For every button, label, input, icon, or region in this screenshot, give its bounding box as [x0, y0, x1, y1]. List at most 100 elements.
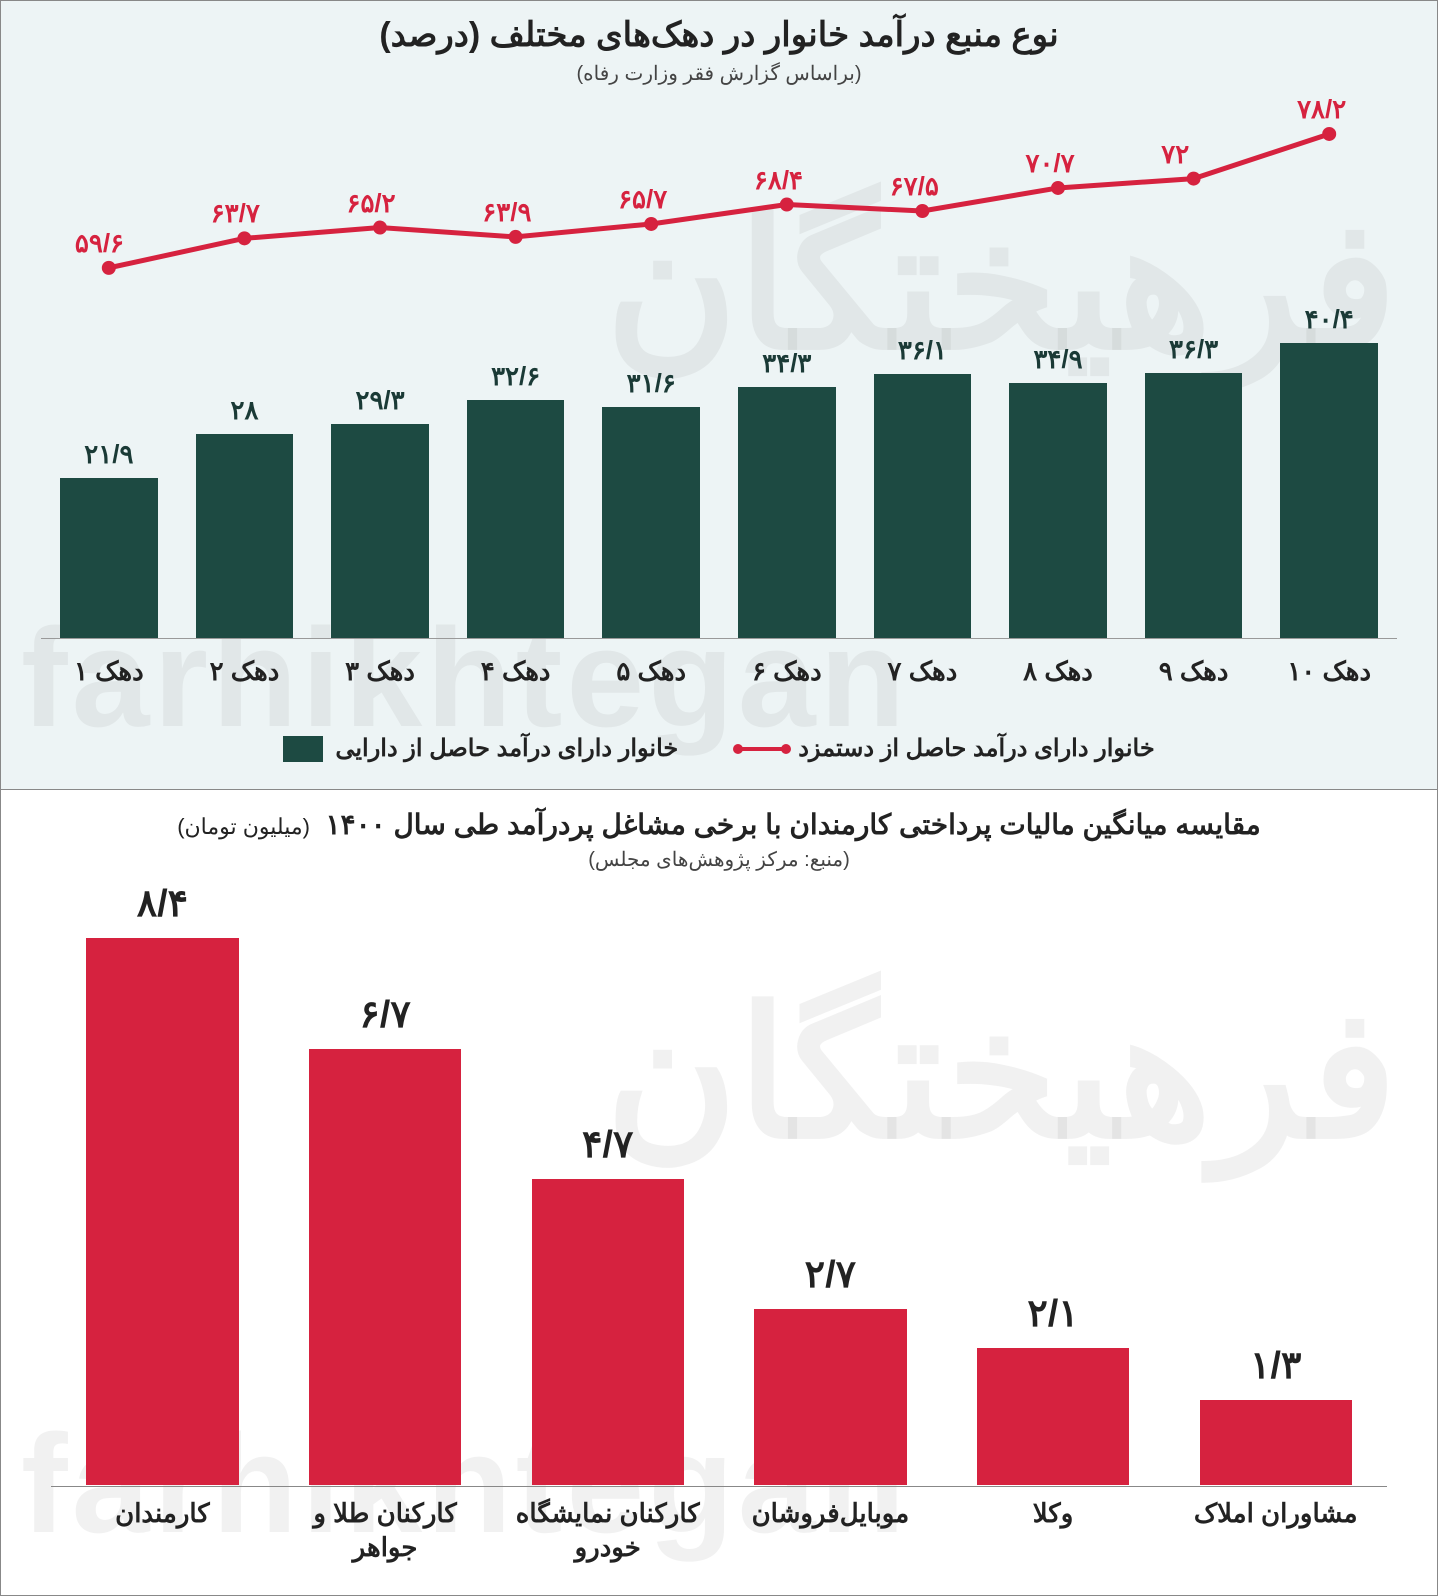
legend-bar: خانوار دارای درآمد حاصل از دارایی	[283, 734, 678, 763]
chart1-line-marker	[1051, 181, 1065, 195]
chart1-line-label: ۶۷/۵	[890, 171, 939, 202]
chart1-bar-label: ۳۱/۶	[627, 368, 676, 399]
chart1-bar-label: ۲۸	[230, 395, 258, 426]
chart1-line-marker	[1187, 172, 1201, 186]
chart1-subtitle: (براساس گزارش فقر وزارت رفاه)	[1, 61, 1437, 86]
chart1-panel: فرهیختگان farhikhtegan نوع منبع درآمد خا…	[0, 0, 1438, 790]
chart2-bars: ۸/۴۶/۷۴/۷۲/۷۲/۱۱/۳	[51, 900, 1387, 1485]
chart1-line-marker	[644, 217, 658, 231]
chart1-xlabel: دهک ۶	[726, 656, 848, 687]
chart1-bar-rect	[467, 400, 565, 639]
chart1-line-label: ۶۳/۷	[211, 198, 260, 229]
chart1-line-label: ۶۵/۷	[618, 184, 667, 215]
chart1-xlabel: دهک ۷	[861, 656, 983, 687]
chart1-line-marker	[780, 198, 794, 212]
chart2-xlabel: وکلا	[953, 1497, 1153, 1565]
chart1-xlabel: دهک ۱۰	[1268, 656, 1390, 687]
chart1-bar: ۳۴/۳	[726, 309, 848, 639]
chart2-bar-rect	[754, 1309, 906, 1485]
chart2-bar-rect	[977, 1348, 1129, 1485]
chart2-panel: فرهیختگان farhikhtegan مقایسه میانگین ما…	[0, 790, 1438, 1596]
chart1-axis	[41, 638, 1397, 639]
chart2-xlabel: موبایل‌فروشان	[730, 1497, 930, 1565]
chart1-bar-label: ۳۶/۳	[1169, 334, 1218, 365]
chart1-bars: ۲۱/۹ ۲۸ ۲۹/۳ ۳۲/۶ ۳۱/۶ ۳۴/۳ ۳۶/۱ ۳۴/۹ ۳۶/۳ ۴۰/۴	[41, 309, 1397, 639]
chart1-bar-label: ۲۹/۳	[355, 385, 404, 416]
chart2-xlabel: مشاوران املاک	[1175, 1497, 1375, 1565]
chart2-xlabel: کارکنان طلا و جواهر	[285, 1497, 485, 1565]
chart1-line-marker	[509, 230, 523, 244]
legend-line-swatch	[738, 747, 786, 751]
chart1-line-marker	[373, 221, 387, 235]
chart1-line-label: ۷۲	[1161, 139, 1189, 170]
chart1-line-marker	[237, 231, 251, 245]
chart2-bar-rect	[309, 1049, 461, 1485]
chart2-subtitle: (منبع: مرکز پژوهش‌های مجلس)	[1, 847, 1437, 872]
chart1-bar-rect	[60, 478, 158, 639]
chart1-bar: ۲۸	[183, 309, 305, 639]
chart1-bar-rect	[1280, 343, 1378, 639]
chart1-bar: ۳۴/۹	[997, 309, 1119, 639]
chart1-bar: ۳۶/۱	[861, 309, 983, 639]
chart1-bar-label: ۳۶/۱	[898, 335, 947, 366]
chart1-bar: ۳۲/۶	[455, 309, 577, 639]
legend-bar-label: خانوار دارای درآمد حاصل از دارایی	[335, 734, 678, 763]
chart2-xlabels: کارمندان کارکنان طلا و جواهر کارکنان نمایش…	[51, 1497, 1387, 1565]
chart1-xlabel: دهک ۲	[183, 656, 305, 687]
chart1-xlabel: دهک ۳	[319, 656, 441, 687]
chart2-title-main: مقایسه میانگین مالیات پرداختی کارمندان ب…	[326, 809, 1261, 840]
chart1-bar-label: ۳۴/۳	[762, 348, 811, 379]
chart1-xlabel: دهک ۹	[1133, 656, 1255, 687]
chart1-bar-rect	[331, 424, 429, 639]
chart2-bar: ۱/۳	[1175, 1343, 1375, 1485]
chart1-bar: ۳۱/۶	[590, 309, 712, 639]
chart1-line-label: ۶۵/۲	[347, 188, 396, 219]
chart1-bar-rect	[1009, 383, 1107, 639]
chart1-bar-rect	[738, 387, 836, 639]
chart2-bar-label: ۲/۱	[1027, 1291, 1078, 1336]
chart2-bar-label: ۱/۳	[1250, 1343, 1301, 1388]
legend-line-label: خانوار دارای درآمد حاصل از دستمزد	[798, 734, 1154, 763]
chart1-line-marker	[1322, 127, 1336, 141]
chart2-axis	[51, 1486, 1387, 1487]
legend-bar-swatch	[283, 736, 323, 762]
chart1-line-label: ۵۹/۶	[75, 228, 124, 259]
chart1-legend: خانوار دارای درآمد حاصل از دستمزد خانوار…	[1, 734, 1437, 763]
chart1-bar-label: ۲۱/۹	[84, 439, 133, 470]
chart2-xlabel: کارمندان	[62, 1497, 262, 1565]
chart1-bar-rect	[1145, 373, 1243, 639]
chart1-bar-label: ۳۲/۶	[491, 361, 540, 392]
chart1-xlabel: دهک ۱	[48, 656, 170, 687]
chart2-title-unit: (میلیون تومان)	[177, 814, 310, 839]
chart1-xlabels: دهک ۱ دهک ۲ دهک ۳ دهک ۴ دهک ۵ دهک ۶ دهک ۷ دهک ۸…	[41, 656, 1397, 687]
chart2-bar-label: ۸/۴	[137, 881, 188, 926]
chart1-bar-label: ۳۴/۹	[1033, 344, 1082, 375]
chart1-line-label: ۶۳/۹	[482, 197, 531, 228]
chart2-bar-rect	[532, 1179, 684, 1485]
chart1-line-marker	[915, 204, 929, 218]
chart2-bar: ۴/۷	[508, 1122, 708, 1485]
chart1-line-label: ۶۸/۴	[754, 165, 803, 196]
chart1-xlabel: دهک ۵	[590, 656, 712, 687]
chart1-bar-label: ۴۰/۴	[1305, 304, 1354, 335]
chart2-bar: ۸/۴	[62, 881, 262, 1485]
chart1-line-label: ۷۸/۲	[1297, 94, 1346, 125]
chart1-bar-rect	[196, 434, 294, 639]
chart1-bar: ۴۰/۴	[1268, 309, 1390, 639]
chart1-bar-rect	[874, 374, 972, 639]
chart1-xlabel: دهک ۸	[997, 656, 1119, 687]
chart1-bar-rect	[602, 407, 700, 639]
chart2-xlabel: کارکنان نمایشگاه خودرو	[508, 1497, 708, 1565]
chart2-bar: ۲/۱	[953, 1291, 1153, 1485]
chart1-plot-area: ۲۱/۹۲۸۲۹/۳۳۲/۶۳۱/۶۳۴/۳۳۶/۱۳۴/۹۳۶/۳۴۰/۴ د…	[41, 101, 1397, 639]
chart2-plot-area: ۸/۴۶/۷۴/۷۲/۷۲/۱۱/۳	[51, 900, 1387, 1485]
chart1-line-path	[109, 134, 1329, 268]
chart1-title: نوع منبع درآمد خانوار در دهک‌های مختلف (…	[1, 1, 1437, 55]
chart2-bar-label: ۴/۷	[582, 1122, 633, 1167]
chart2-bar: ۶/۷	[285, 992, 485, 1485]
chart1-bar: ۲۹/۳	[319, 309, 441, 639]
chart1-bar: ۲۱/۹	[48, 309, 170, 639]
chart2-bar: ۲/۷	[730, 1252, 930, 1485]
chart1-bar: ۳۶/۳	[1133, 309, 1255, 639]
chart1-xlabel: دهک ۴	[455, 656, 577, 687]
